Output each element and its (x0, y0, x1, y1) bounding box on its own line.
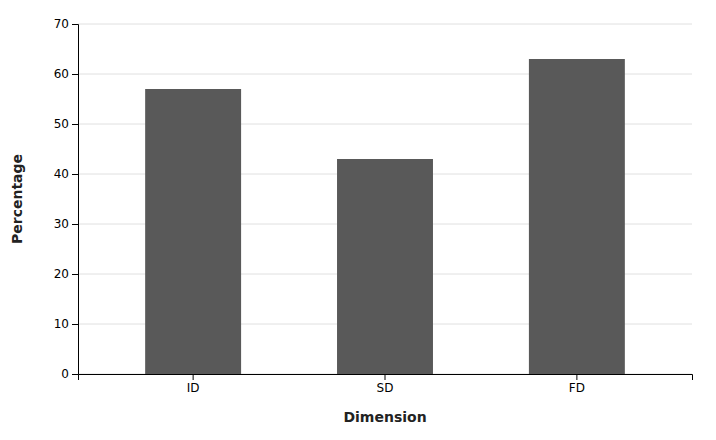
y-tick-label: 50 (54, 117, 69, 131)
y-tick-label: 10 (54, 317, 69, 331)
y-tick: 20 (54, 267, 78, 281)
y-tick-label: 40 (54, 167, 69, 181)
chart-container: ID SD FD 0 10 20 30 40 50 60 70 Dimension Percentage (0, 0, 716, 440)
y-tick-mark (72, 374, 78, 375)
y-tick: 0 (61, 367, 78, 381)
y-tick-mark (72, 74, 78, 75)
y-tick: 60 (54, 67, 78, 81)
plot-area: ID SD FD 0 10 20 30 40 50 60 70 (54, 17, 693, 394)
x-tick-mark (576, 374, 577, 380)
y-tick-mark (72, 24, 78, 25)
x-tick-mark (193, 374, 194, 380)
y-tick-label: 0 (61, 367, 69, 381)
bars (145, 59, 625, 374)
y-tick-mark (72, 124, 78, 125)
x-tick-label: SD (377, 381, 394, 395)
y-tick-label: 20 (54, 267, 69, 281)
y-tick-mark (72, 274, 78, 275)
y-tick: 70 (54, 17, 78, 31)
x-axis-line (79, 375, 693, 381)
y-tick: 50 (54, 117, 78, 131)
bar (529, 59, 625, 374)
y-tick-mark (72, 224, 78, 225)
bar (337, 159, 433, 374)
y-tick: 10 (54, 317, 78, 331)
x-axis-title: Dimension (343, 409, 426, 425)
x-axis: ID SD FD (79, 374, 693, 395)
y-tick-label: 70 (54, 17, 69, 31)
y-axis: 0 10 20 30 40 50 60 70 (54, 17, 79, 381)
y-tick-mark (72, 174, 78, 175)
x-tick-label: FD (569, 381, 585, 395)
chart-svg: ID SD FD 0 10 20 30 40 50 60 70 Dimension Percentage (0, 0, 716, 440)
y-tick: 30 (54, 217, 78, 231)
bar (145, 89, 241, 374)
grid-line (78, 24, 692, 25)
y-tick-mark (72, 324, 78, 325)
x-tick: ID (187, 374, 200, 395)
y-tick-label: 30 (54, 217, 69, 231)
x-tick-mark (385, 374, 386, 380)
x-tick: FD (569, 374, 585, 395)
y-axis-title: Percentage (9, 154, 25, 244)
y-tick: 40 (54, 167, 78, 181)
grid (78, 24, 692, 374)
y-axis-line (72, 25, 79, 375)
y-tick-label: 60 (54, 67, 69, 81)
x-tick-label: ID (187, 381, 200, 395)
x-tick: SD (377, 374, 394, 395)
